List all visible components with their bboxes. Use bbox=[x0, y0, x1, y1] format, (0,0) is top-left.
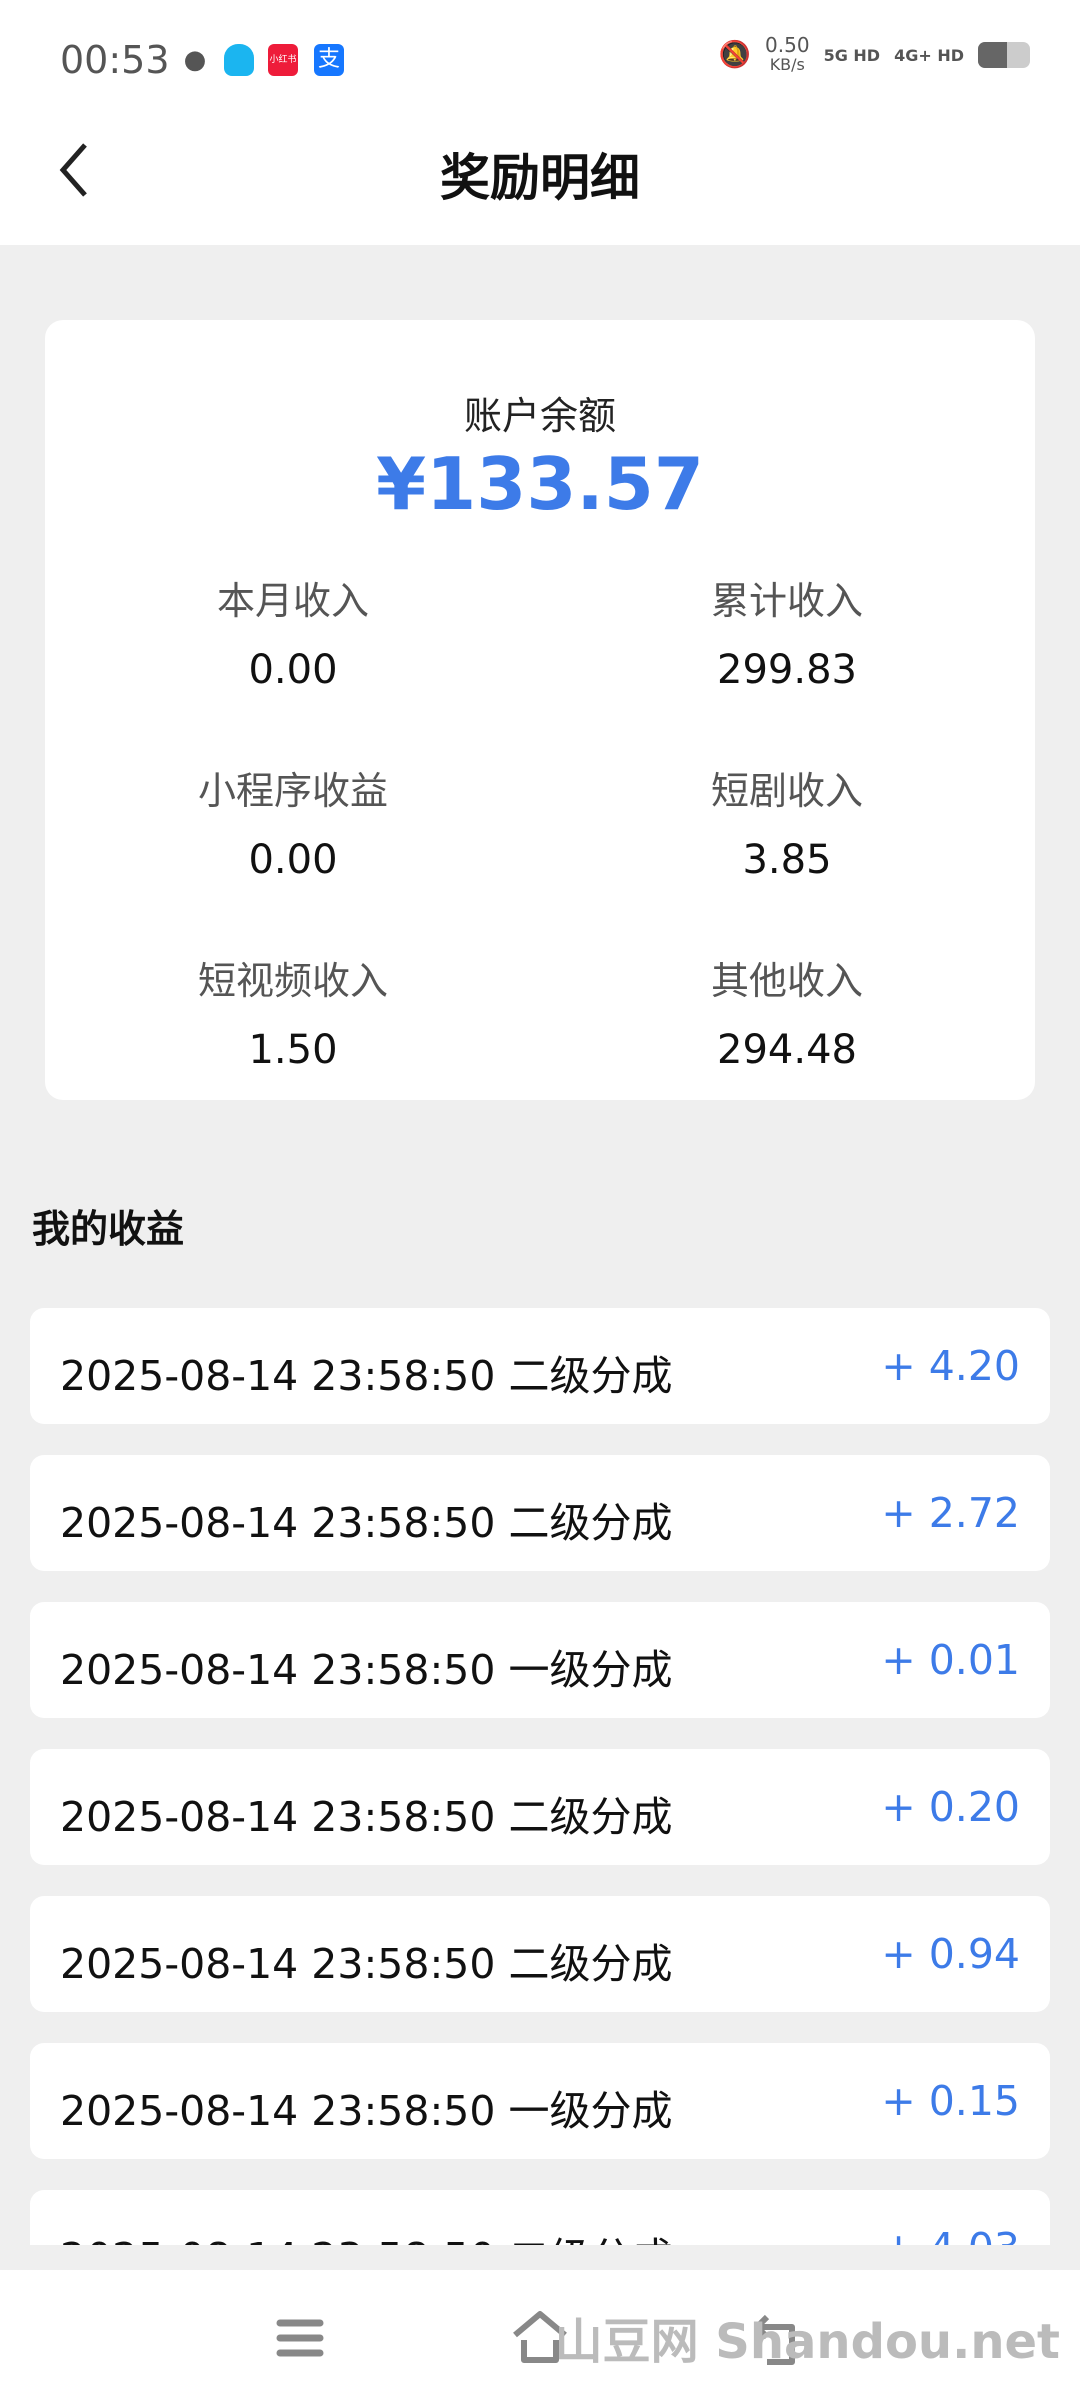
qq-icon bbox=[224, 44, 254, 76]
stat-miniprogram: 小程序收益 0.00 bbox=[197, 769, 388, 883]
app-header: 奖励明细 bbox=[0, 100, 1080, 245]
stat-total: 累计收入 299.83 bbox=[710, 579, 863, 693]
watermark: 山豆网 Shandou.net bbox=[554, 2314, 1060, 2370]
menu-icon[interactable] bbox=[275, 2318, 325, 2358]
list-item[interactable]: 2025-08-14 23:58:50 二级分成+ 4.03 bbox=[30, 2190, 1050, 2245]
sim2-signal: 4G+ HD bbox=[894, 45, 964, 65]
alipay-icon: 支 bbox=[314, 44, 344, 76]
net-unit: KB/s bbox=[769, 55, 805, 74]
list-item[interactable]: 2025-08-14 23:58:50 一级分成 + 0.15 bbox=[30, 2043, 1050, 2159]
stat-other: 其他收入 294.48 bbox=[710, 959, 863, 1073]
balance-card: 账户余额 ¥133.57 本月收入 0.00 累计收入 299.83 小程序收益 0.… bbox=[45, 320, 1035, 1100]
net-speed: 0.50 bbox=[765, 33, 810, 57]
section-title: 我的收益 bbox=[32, 1207, 185, 1251]
stat-short-drama: 短剧收入 3.85 bbox=[710, 769, 863, 883]
system-nav-bar: 山豆网 Shandou.net bbox=[0, 2270, 1080, 2400]
xiaohongshu-icon: 小红书 bbox=[268, 44, 298, 76]
sim1-signal: 5G HD bbox=[823, 45, 881, 65]
balance-amount: ¥133.57 bbox=[376, 442, 704, 526]
wechat-icon: ● bbox=[183, 45, 207, 75]
back-nav-icon[interactable] bbox=[752, 2312, 807, 2367]
stat-short-video: 短视频收入 1.50 bbox=[197, 959, 388, 1073]
list-item[interactable]: 2025-08-14 23:58:50 二级分成 + 0.94 bbox=[30, 1896, 1050, 2012]
list-item[interactable]: 2025-08-14 23:58:50 二级分成 + 2.72 bbox=[30, 1455, 1050, 1571]
bell-muted-icon: 🔕 bbox=[718, 40, 752, 70]
earnings-list[interactable]: 2025-08-14 23:58:50 二级分成 + 4.20 2025-08-1… bbox=[0, 1300, 1080, 2245]
list-item[interactable]: 2025-08-14 23:58:50 一级分成 + 0.01 bbox=[30, 1602, 1050, 1718]
balance-label: 账户余额 bbox=[463, 394, 616, 438]
list-item[interactable]: 2025-08-14 23:58:50 二级分成 + 4.20 bbox=[30, 1308, 1050, 1424]
status-bar: 00:53 ● 小红书 支 🔕 0.50 KB/s 5G HD 4G+ HD bbox=[0, 0, 1080, 100]
clock: 00:53 bbox=[60, 38, 170, 82]
battery-icon bbox=[978, 42, 1030, 68]
stat-month: 本月收入 0.00 bbox=[216, 579, 369, 693]
back-arrow-icon[interactable] bbox=[55, 140, 95, 200]
list-item[interactable]: 2025-08-14 23:58:50 二级分成 + 0.20 bbox=[30, 1749, 1050, 1865]
page-title: 奖励明细 bbox=[440, 149, 640, 207]
home-icon[interactable] bbox=[510, 2310, 570, 2365]
